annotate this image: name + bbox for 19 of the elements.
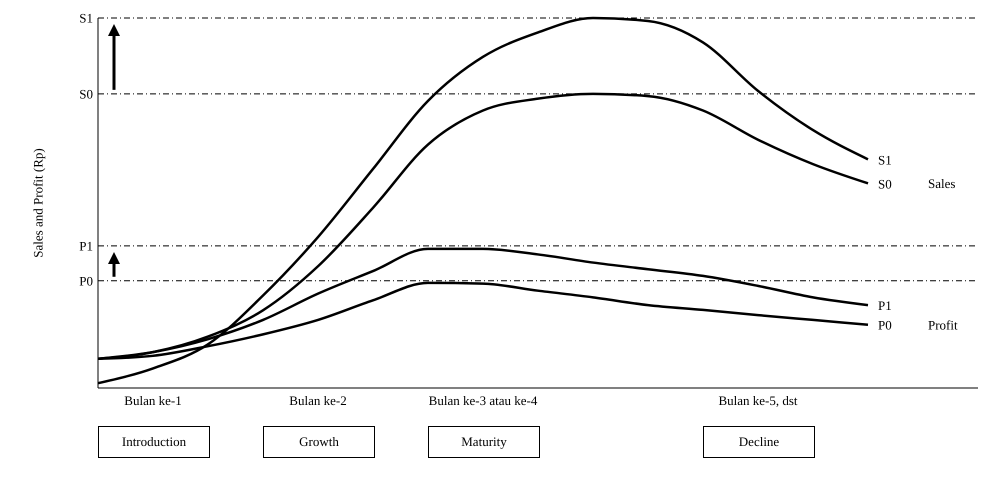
ref-line-label: S0 — [79, 86, 93, 102]
x-tick-label: Bulan ke-3 atau ke-4 — [428, 393, 538, 408]
ref-line-label: P0 — [79, 273, 93, 288]
annotation: Profit — [928, 317, 958, 332]
text: Maturity — [461, 434, 507, 450]
x-tick-label: Bulan ke-1 — [124, 393, 182, 408]
x-tick-label: Bulan ke-2 — [289, 393, 347, 408]
x-tick-label: Bulan ke-5, dst — [718, 393, 798, 408]
series-label: S1 — [878, 152, 892, 168]
ref-line-label: S1 — [79, 10, 93, 26]
y-axis-title: Sales and Profit (Rp) — [30, 148, 46, 258]
text: Growth — [299, 434, 339, 450]
text: Introduction — [122, 434, 186, 450]
text: Decline — [738, 434, 780, 450]
series-label: P0 — [878, 318, 892, 333]
ref-line-label: P1 — [79, 238, 93, 254]
series-label: S0 — [878, 176, 892, 192]
annotation: Sales — [928, 176, 956, 192]
series-label: P1 — [878, 298, 892, 314]
